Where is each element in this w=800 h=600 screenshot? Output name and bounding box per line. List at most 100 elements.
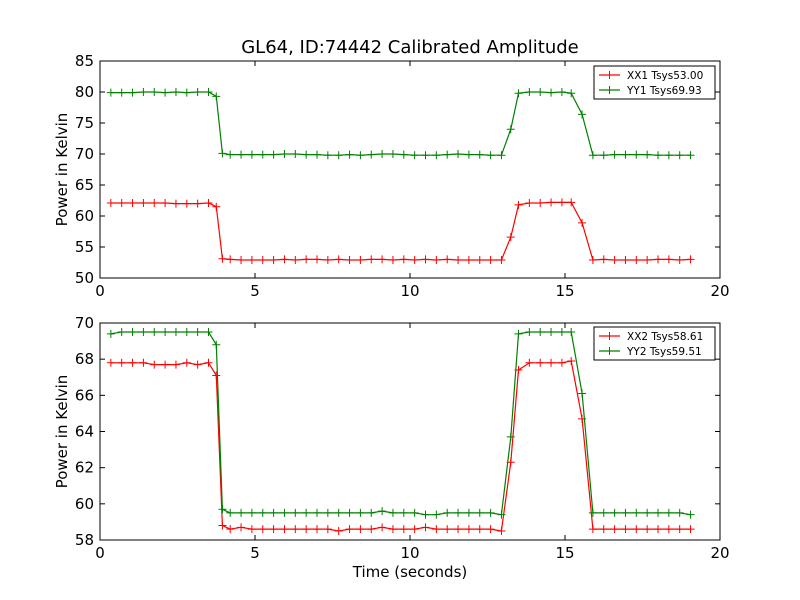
data-point <box>557 328 566 337</box>
data-point <box>247 256 256 265</box>
y-tick-label: 50 <box>75 269 94 287</box>
data-point <box>226 525 235 534</box>
data-point <box>313 525 321 534</box>
data-point <box>378 255 387 264</box>
data-point <box>464 150 473 159</box>
data-point <box>182 358 191 367</box>
data-point <box>280 508 289 517</box>
legend-box <box>593 326 716 361</box>
data-point <box>486 151 495 160</box>
y-axis-label: Power in Kelvin <box>53 113 71 227</box>
data-point <box>323 525 332 534</box>
data-point <box>643 150 652 159</box>
data-point <box>106 329 115 338</box>
data-point <box>226 508 235 517</box>
data-point <box>421 151 430 160</box>
data-point <box>269 256 278 265</box>
data-point <box>588 525 597 534</box>
data-point <box>664 255 673 264</box>
data-point <box>117 88 126 97</box>
data-point <box>117 328 126 337</box>
data-point <box>567 198 576 207</box>
y-tick-label: 55 <box>75 238 94 256</box>
data-point <box>302 150 311 159</box>
data-point <box>345 150 354 159</box>
data-point <box>226 150 235 159</box>
data-point <box>291 150 300 158</box>
data-point <box>514 329 523 338</box>
data-point <box>171 360 180 369</box>
data-point <box>421 523 430 532</box>
y-tick-label: 64 <box>75 423 94 441</box>
data-point <box>454 150 463 158</box>
top-panel: 0 5 10 15 20 50 55 60 65 70 75 80 85 Power in Kelvin X… <box>53 52 730 300</box>
data-point <box>506 233 515 242</box>
data-point <box>664 508 673 517</box>
data-point <box>388 508 397 517</box>
y-tick-label: 70 <box>75 145 94 163</box>
data-point <box>334 255 343 264</box>
data-point <box>654 508 662 517</box>
data-point <box>378 150 387 158</box>
data-point <box>193 328 202 337</box>
y-tick-label: 66 <box>75 386 94 404</box>
y-tick-label: 65 <box>75 176 94 194</box>
data-point <box>367 525 376 534</box>
data-point <box>367 150 376 159</box>
series-2-line <box>110 91 691 156</box>
data-point <box>323 508 332 517</box>
data-point <box>557 198 566 207</box>
data-point <box>497 151 506 160</box>
data-point <box>632 525 641 534</box>
data-point <box>117 198 126 207</box>
data-point <box>237 256 246 265</box>
data-point <box>675 508 684 517</box>
data-point <box>410 256 419 265</box>
data-point <box>280 525 289 534</box>
data-point <box>610 150 619 159</box>
data-point <box>117 358 126 367</box>
legend: XX1 Tsys53.00 YY1 Tsys69.93 <box>593 65 716 100</box>
data-point <box>578 389 587 398</box>
data-point <box>334 526 343 535</box>
data-point <box>464 256 473 265</box>
data-point <box>193 199 202 208</box>
data-point <box>536 88 545 96</box>
data-point <box>193 88 202 96</box>
data-point <box>643 256 652 265</box>
data-point <box>443 150 452 159</box>
data-point <box>334 508 343 517</box>
data-point <box>291 256 300 265</box>
data-point <box>161 360 170 369</box>
data-point <box>536 198 545 207</box>
data-point <box>356 525 365 534</box>
data-point <box>237 150 246 159</box>
series-1-line <box>110 360 691 532</box>
data-point <box>610 525 619 534</box>
data-point <box>525 198 534 207</box>
data-point <box>161 88 170 97</box>
data-point <box>567 356 576 365</box>
data-point <box>218 254 227 263</box>
data-point <box>367 508 376 517</box>
data-point <box>654 255 662 264</box>
data-point <box>204 88 213 96</box>
data-point <box>302 508 311 517</box>
x-tick-label: 20 <box>710 544 729 562</box>
series-1-line <box>110 201 691 261</box>
data-point <box>388 150 397 158</box>
data-point <box>610 508 619 517</box>
data-point <box>686 255 695 264</box>
data-point <box>150 360 159 369</box>
legend-box <box>593 65 716 100</box>
data-point <box>313 508 321 517</box>
data-point <box>506 432 515 441</box>
x-tick-label: 20 <box>710 282 729 300</box>
data-point <box>567 89 576 98</box>
data-point <box>443 508 452 517</box>
data-point <box>106 198 115 207</box>
legend-marker <box>605 71 614 79</box>
y-axis-label: Power in Kelvin <box>53 375 71 489</box>
x-tick-label: 10 <box>400 544 419 562</box>
